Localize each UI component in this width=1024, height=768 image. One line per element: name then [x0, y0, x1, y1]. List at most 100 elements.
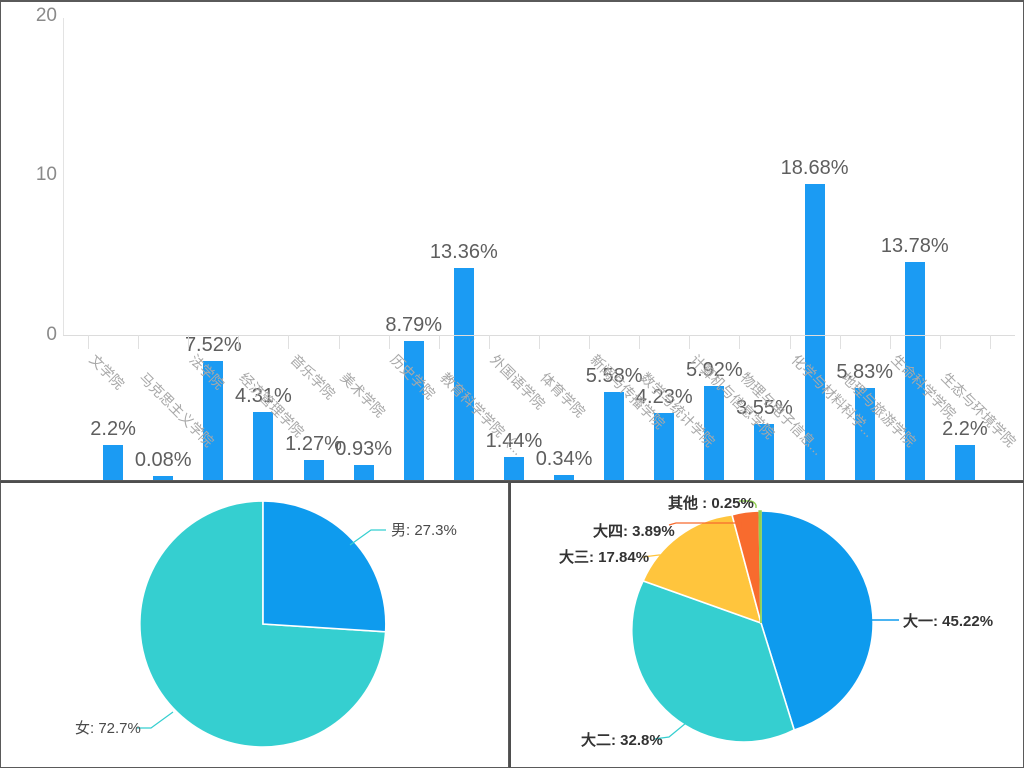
bar-column[interactable]: 2.2%	[88, 158, 138, 480]
x-tick	[989, 335, 991, 349]
bar-value-label: 4.31%	[235, 384, 292, 407]
x-tick	[689, 335, 691, 349]
bar[interactable]	[453, 268, 474, 480]
bar-value-label: 18.68%	[780, 156, 849, 179]
bar[interactable]	[954, 445, 975, 480]
x-tick	[839, 335, 841, 349]
x-tick	[438, 335, 440, 349]
bar[interactable]	[303, 459, 324, 480]
bar-value-label: 0.93%	[335, 438, 392, 461]
pie-label-other: 其他 : 0.25%	[668, 495, 754, 512]
bar-column[interactable]: 8.79%	[385, 158, 442, 480]
y-tick-10: 10	[35, 164, 57, 185]
x-tick	[889, 335, 891, 349]
bar-value-label: 13.78%	[880, 234, 949, 257]
callout-line-sophomore	[653, 722, 687, 740]
pie-label-senior: 大四: 3.89%	[593, 523, 675, 540]
bar-value-label: 1.44%	[485, 430, 543, 453]
gender-pie-chart	[137, 500, 387, 748]
pie-label-junior: 大三: 17.84%	[559, 549, 650, 566]
x-tick	[138, 335, 140, 349]
bar-column[interactable]: 2.2%	[940, 158, 990, 480]
bar-value-label: 4.23%	[635, 385, 693, 408]
pie-slice-junior[interactable]	[642, 513, 763, 625]
bar[interactable]	[103, 445, 124, 480]
bar[interactable]	[754, 423, 775, 480]
bar-value-label: 0.34%	[535, 447, 593, 470]
bar-column[interactable]: 0.08%	[135, 158, 192, 480]
callout-line-other-2	[739, 500, 757, 506]
x-tick	[388, 335, 390, 349]
bar-value-label: 1.27%	[285, 432, 342, 455]
bar[interactable]	[654, 412, 675, 480]
x-tick	[88, 335, 90, 349]
bar[interactable]	[353, 465, 374, 480]
bar-column[interactable]: 4.23%	[636, 158, 693, 480]
bar[interactable]	[203, 360, 224, 480]
bar[interactable]	[804, 183, 825, 480]
bar[interactable]	[153, 476, 174, 480]
y-axis-line	[63, 18, 64, 335]
y-tick-0: 0	[46, 324, 57, 345]
bar[interactable]	[403, 340, 424, 480]
pie-slice-freshman[interactable]	[760, 510, 874, 732]
bar-column[interactable]: 5.58%	[586, 158, 643, 480]
pie-label-freshman: 大一: 45.22%	[903, 613, 994, 630]
x-tick	[589, 335, 591, 349]
x-tick	[539, 335, 540, 349]
x-tick	[739, 335, 741, 349]
bar-value-label: 3.55%	[736, 396, 793, 419]
bar-column[interactable]: 4.31%	[235, 158, 292, 480]
bar-value-label: 2.2%	[942, 418, 988, 441]
bar-column[interactable]: 1.44%	[486, 158, 542, 480]
y-tick-20: 20	[35, 5, 57, 26]
bar[interactable]	[854, 387, 875, 480]
callout-line-female	[137, 711, 174, 729]
x-tick	[939, 335, 941, 349]
x-tick	[338, 335, 340, 349]
bar-column[interactable]: 3.55%	[736, 158, 793, 480]
bar-value-label: 7.52%	[184, 333, 242, 356]
bar-chart-y-axis: 20 10 0	[1, 2, 57, 345]
x-tick	[288, 335, 290, 349]
pie-label-female: 女: 72.7%	[75, 720, 141, 737]
x-tick	[188, 335, 190, 349]
bar-value-label: 13.36%	[429, 241, 498, 264]
bar-column[interactable]: 1.27%	[285, 158, 342, 480]
bar-chart-panel: 20 10 0 2.2% 0.08% 7.52% 4.31% 1.27% 0.93% 8.7…	[0, 0, 1024, 481]
bar-column[interactable]: 0.93%	[335, 158, 392, 480]
x-tick	[639, 335, 641, 349]
callout-line-junior	[642, 554, 674, 558]
pie-label-sophomore: 大二: 32.8%	[581, 732, 663, 749]
bar-value-label: 5.92%	[686, 359, 743, 382]
bar[interactable]	[554, 474, 575, 480]
pie-slice-other[interactable]	[758, 510, 762, 624]
bar-value-label: 5.83%	[836, 360, 894, 383]
bar-column[interactable]: 7.52%	[185, 158, 242, 480]
bar[interactable]	[604, 391, 625, 480]
gender-pie-panel: 男: 27.3% 女: 72.7%	[0, 481, 509, 768]
x-tick	[789, 335, 791, 349]
bar-value-label: 2.2%	[90, 418, 136, 441]
pie-slice-male[interactable]	[262, 500, 387, 633]
pie-label-male: 男: 27.3%	[391, 522, 457, 539]
x-tick	[238, 335, 240, 349]
bar[interactable]	[503, 457, 524, 480]
callout-line-male	[349, 529, 386, 546]
grade-pie-panel: 其他 : 0.25% 大四: 3.89% 大三: 17.84% 大一: 45.2…	[509, 481, 1024, 768]
bar-column[interactable]: 5.83%	[836, 158, 893, 480]
bar-column[interactable]: 13.36%	[430, 158, 498, 480]
bar-value-label: 0.08%	[134, 449, 192, 471]
bar-column[interactable]: 13.78%	[881, 158, 949, 480]
x-tick	[488, 335, 490, 349]
callout-line-senior	[668, 522, 742, 528]
bar[interactable]	[904, 261, 925, 480]
bar-value-label: 5.58%	[585, 364, 643, 387]
bar-column[interactable]: 0.34%	[536, 158, 592, 480]
bar[interactable]	[704, 386, 725, 480]
grade-pie-chart	[630, 500, 899, 743]
bar[interactable]	[253, 411, 274, 480]
bar-column[interactable]: 5.92%	[686, 158, 743, 480]
bar-column[interactable]: 18.68%	[781, 158, 848, 480]
